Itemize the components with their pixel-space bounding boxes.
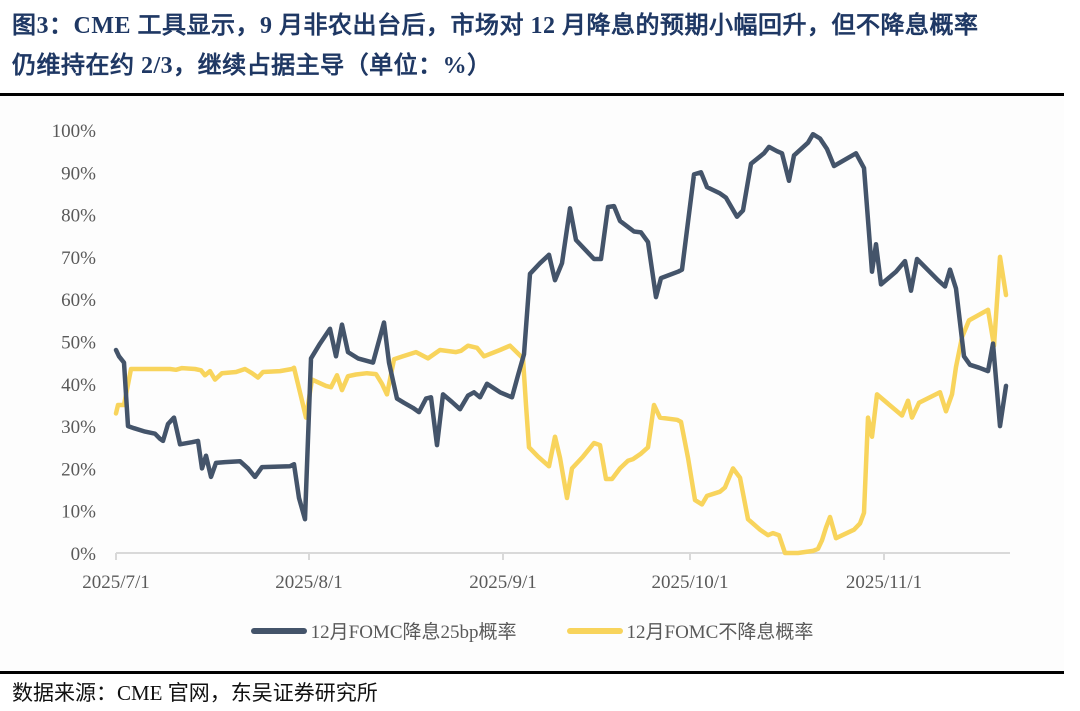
legend-item-hold: 12月FOMC不降息概率 [566, 617, 814, 644]
y-tick-label: 40% [61, 375, 96, 396]
x-axis-ticks: 2025/7/1 2025/8/1 2025/9/1 2025/10/1 2025/11… [82, 553, 922, 593]
x-tick-label: 2025/9/1 [469, 572, 537, 593]
x-tick-label: 2025/7/1 [82, 572, 150, 593]
x-tick-label: 2025/11/1 [846, 572, 922, 593]
chart-legend: 12月FOMC降息25bp概率 12月FOMC不降息概率 [0, 617, 1064, 644]
chart-title-line-2: 仍维持在约 2/3，继续占据主导（单位：%） [12, 53, 492, 79]
chart-title-line-1: 图3：CME 工具显示，9 月非农出台后，市场对 12 月降息的预期小幅回升，但… [12, 13, 979, 39]
y-tick-label: 30% [61, 417, 96, 438]
y-tick-label: 60% [61, 290, 96, 311]
series-line-hold [113, 254, 1009, 556]
bottom-rule-divider [0, 671, 1064, 674]
y-tick-label: 100% [52, 121, 97, 142]
legend-swatch-hold-icon [566, 627, 623, 634]
line-chart: 0% 10% 20% 30% 40% 50% 60% 70% 80% 90% 100% 2025/7… [52, 121, 1010, 593]
y-tick-label: 90% [61, 163, 96, 184]
y-tick-label: 0% [71, 544, 97, 565]
series-layer [113, 131, 1009, 556]
legend-label-cut: 12月FOMC降息25bp概率 [310, 622, 517, 643]
series-line-cut-25bp [113, 131, 1009, 522]
y-tick-label: 10% [61, 502, 96, 523]
y-tick-label: 50% [61, 333, 96, 354]
legend-swatch-cut-icon [250, 627, 307, 634]
legend-item-cut-25bp: 12月FOMC降息25bp概率 [250, 617, 517, 644]
y-tick-label: 80% [61, 206, 96, 227]
x-tick-label: 2025/10/1 [651, 572, 728, 593]
y-tick-label: 20% [61, 459, 96, 480]
top-rule-divider [0, 93, 1064, 96]
x-tick-label: 2025/8/1 [275, 572, 343, 593]
chart-area: 0% 10% 20% 30% 40% 50% 60% 70% 80% 90% 100% 2025/7… [0, 96, 1064, 671]
chart-title: 图3：CME 工具显示，9 月非农出台后，市场对 12 月降息的预期小幅回升，但… [12, 6, 1072, 86]
legend-label-hold: 12月FOMC不降息概率 [626, 622, 814, 643]
data-source-note: 数据来源：CME 官网，东吴证券研究所 [12, 681, 378, 705]
y-axis-tick-labels: 0% 10% 20% 30% 40% 50% 60% 70% 80% 90% 100% [52, 121, 97, 565]
y-tick-label: 70% [61, 248, 96, 269]
